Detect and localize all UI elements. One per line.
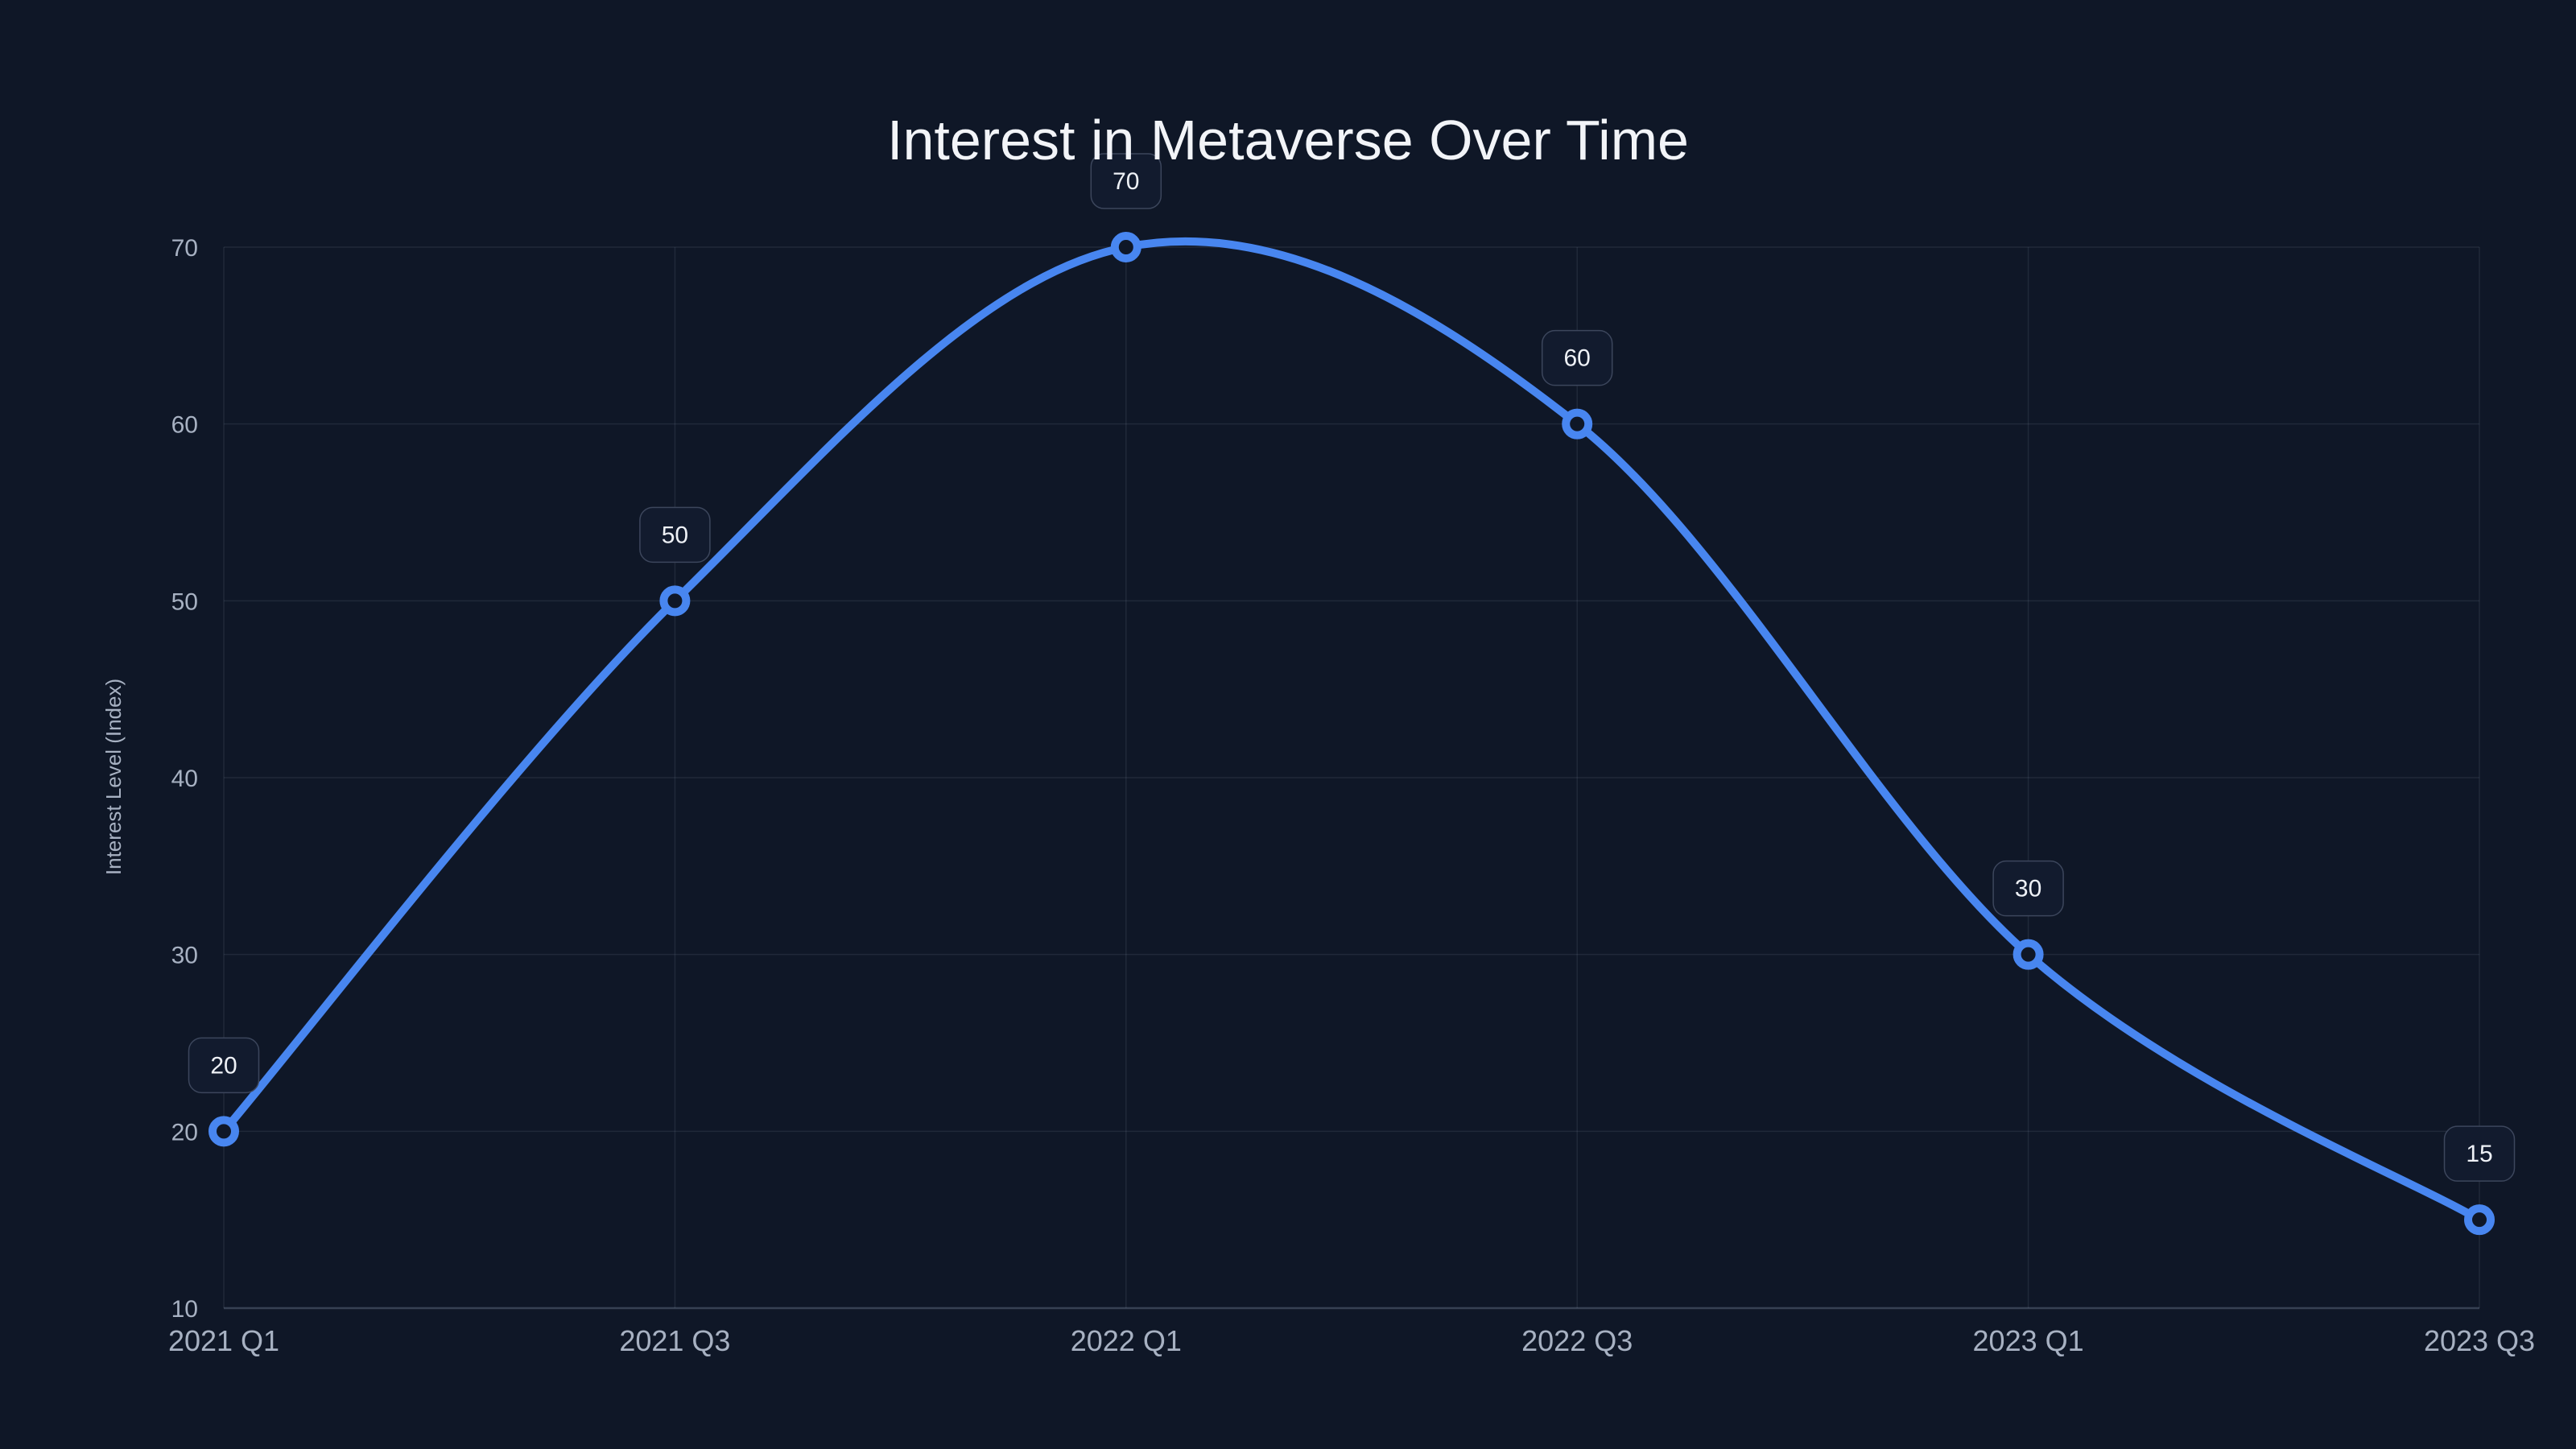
y-tick-label: 40 [171, 766, 198, 792]
y-tick-label: 50 [171, 588, 198, 615]
x-axis-label: 2023 Q1 [1973, 1324, 2084, 1357]
data-label-badge [2443, 1125, 2516, 1182]
data-point[interactable] [2013, 939, 2044, 970]
y-axis-title: Interest Level (Index) [101, 679, 126, 875]
data-point[interactable] [1110, 232, 1141, 262]
data-label: 70 [1113, 168, 1139, 195]
y-tick-label: 10 [171, 1296, 198, 1323]
data-label-layer: 20 50 70 60 30 15 [188, 153, 2516, 1182]
grid-layer: 10 20 30 40 50 60 70 2021 Q1 2021 Q3 2022 Q1 2022 … [168, 235, 2535, 1357]
data-label: 50 [662, 522, 688, 548]
x-axis-label: 2021 Q3 [619, 1324, 730, 1357]
data-label: 30 [2015, 876, 2041, 902]
chart-title: Interest in Metaverse Over Time [887, 109, 1689, 171]
series-layer [208, 232, 2495, 1236]
data-point[interactable] [2464, 1204, 2495, 1236]
data-label: 15 [2466, 1141, 2492, 1167]
y-tick-label: 20 [171, 1119, 198, 1146]
x-axis-label: 2022 Q1 [1071, 1324, 1182, 1357]
x-axis-label: 2023 Q3 [2424, 1324, 2535, 1357]
data-point[interactable] [1562, 408, 1593, 440]
data-label-badge [1541, 329, 1613, 386]
data-point[interactable] [208, 1116, 239, 1147]
data-label: 60 [1564, 345, 1591, 372]
x-axis-label: 2022 Q3 [1521, 1324, 1633, 1357]
data-point[interactable] [659, 585, 691, 617]
y-tick-label: 60 [171, 412, 198, 439]
data-label-badge [1992, 860, 2064, 917]
series-line [220, 237, 2483, 1224]
data-label-badge [188, 1037, 260, 1094]
data-label-badge [639, 506, 711, 564]
y-tick-label: 30 [171, 943, 198, 969]
x-axis-label: 2021 Q1 [168, 1324, 279, 1357]
data-label-badge [1090, 153, 1162, 209]
data-label: 20 [210, 1052, 237, 1079]
y-tick-label: 70 [171, 235, 198, 262]
